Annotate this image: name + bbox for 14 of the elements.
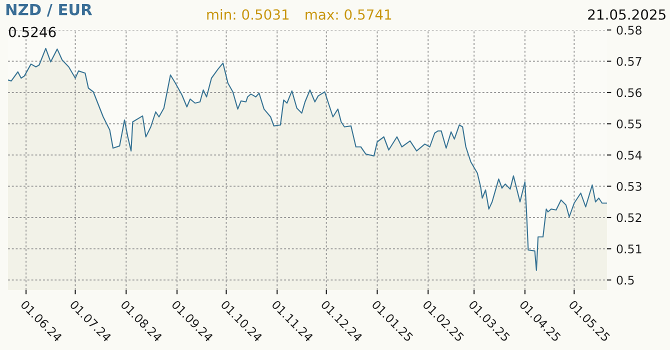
y-tick-label: 0.57 — [616, 56, 642, 66]
y-tick-label: 0.56 — [616, 88, 642, 98]
y-tick-label: 0.55 — [616, 119, 642, 128]
y-tick-label: 0.54 — [616, 150, 642, 160]
text: min: 0.5031 — [207, 9, 289, 20]
text: max: 0.5741 — [306, 9, 392, 20]
y-tick-label: 0.58 — [616, 26, 642, 35]
chart-title: NZD / EUR — [6, 4, 92, 17]
y-tick-label: 0.51 — [616, 244, 642, 254]
y-tick-label: 0.52 — [616, 213, 642, 222]
y-tick-label: 0.5 — [616, 276, 634, 285]
annotation: 0.5246 — [8, 26, 56, 38]
text: 21.05.2025 — [588, 9, 666, 20]
y-tick-label: 0.53 — [616, 182, 642, 191]
